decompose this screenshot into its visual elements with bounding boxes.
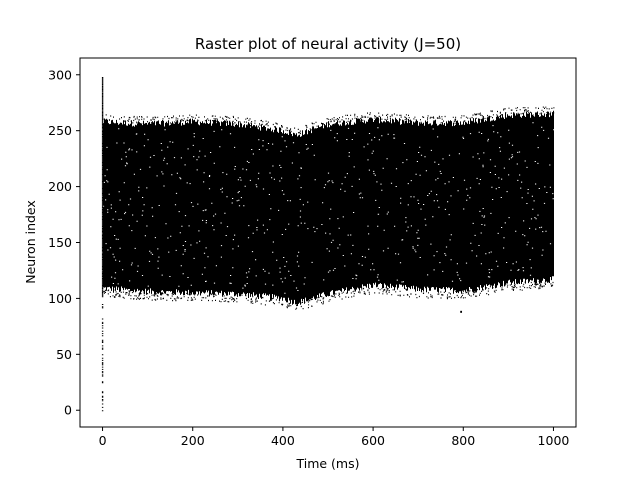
x-tick-label: 1000 (538, 433, 570, 448)
plot-frame (79, 57, 577, 428)
spike-band (103, 110, 554, 306)
spike-point (460, 310, 463, 313)
x-tick-label: 400 (271, 433, 295, 448)
initial-spike-column (101, 77, 104, 412)
spike-band-gaps (102, 122, 555, 294)
x-tick-label: 800 (451, 433, 475, 448)
chart-title: Raster plot of neural activity (J=50) (195, 35, 461, 53)
y-axis-label: Neuron index (23, 200, 38, 284)
plot-area (101, 77, 555, 412)
x-axis-label: Time (ms) (295, 456, 359, 471)
y-tick-label: 300 (48, 67, 72, 82)
y-tick-label: 200 (48, 179, 72, 194)
x-tick-label: 0 (99, 433, 107, 448)
y-tick-label: 150 (48, 235, 72, 250)
y-tick-label: 50 (56, 347, 72, 362)
y-tick-label: 250 (48, 123, 72, 138)
y-tick-label: 100 (48, 291, 72, 306)
axis-ticks: 0 200 400 600 800 1000 0 50 100 150 200 250 300 (48, 67, 569, 448)
x-tick-label: 200 (181, 433, 205, 448)
x-tick-label: 600 (361, 433, 385, 448)
y-tick-label: 0 (64, 403, 72, 418)
